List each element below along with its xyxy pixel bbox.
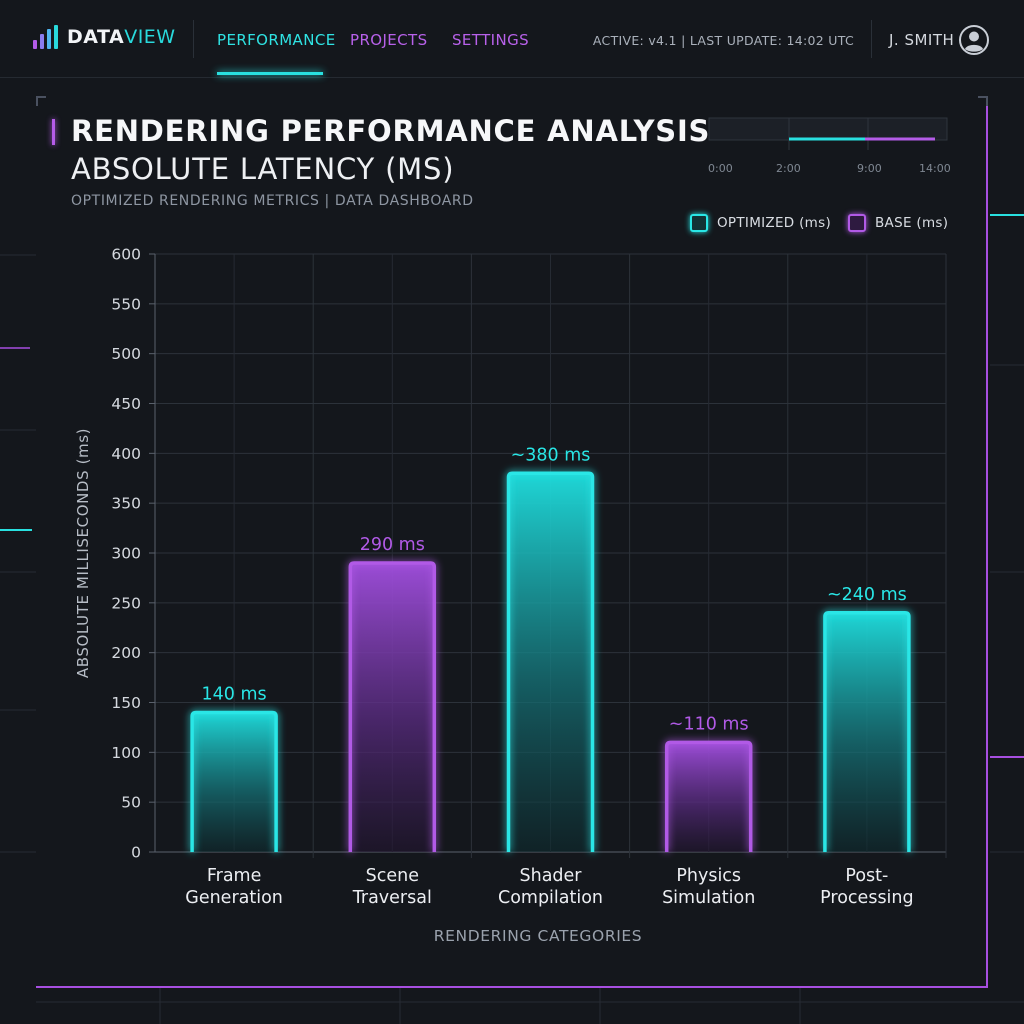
timeline-scrubber[interactable]: 0:00 2:00 9:00 14:00 — [705, 116, 950, 178]
legend-item-base[interactable]: BASE (ms) — [848, 214, 948, 232]
timeline-tick-label: 0:00 — [708, 162, 733, 175]
y-tick-label: 550 — [111, 295, 141, 313]
x-tick-label: Processing — [820, 888, 913, 908]
bar-outline-2 — [506, 471, 595, 852]
y-tick-label: 0 — [131, 844, 141, 862]
x-axis-label: RENDERING CATEGORIES — [434, 927, 642, 945]
panel-corner — [36, 96, 46, 106]
y-tick-label: 300 — [111, 545, 141, 563]
tab-performance[interactable]: PERFORMANCE — [217, 31, 336, 49]
x-tick-label: Physics — [676, 866, 741, 886]
bar-outline-0 — [190, 710, 278, 852]
bar-optimized-4[interactable] — [824, 612, 909, 852]
bar-value-label: ~110 ms — [669, 714, 749, 734]
app-logo[interactable]: DATAVIEW — [33, 25, 176, 49]
timeline-tick-label: 2:00 — [776, 162, 801, 175]
legend-item-optimized[interactable]: OPTIMIZED (ms) — [690, 214, 831, 232]
tab-projects[interactable]: PROJECTS — [350, 31, 428, 49]
legend-swatch-base — [848, 214, 866, 232]
bar-base-3[interactable] — [666, 742, 751, 852]
x-tick-label: Generation — [185, 888, 283, 908]
x-tick-label: Frame — [207, 866, 262, 886]
user-avatar-icon[interactable] — [958, 24, 990, 56]
active-tab-indicator — [217, 72, 323, 75]
nav-divider — [871, 20, 872, 58]
bar-outline-3 — [664, 740, 753, 852]
top-navbar: DATAVIEW PERFORMANCE PROJECTS SETTINGS A… — [0, 0, 1024, 78]
bar-value-label: ~380 ms — [511, 445, 591, 465]
title-accent-bar — [52, 119, 55, 145]
chart-panel — [36, 96, 988, 988]
chart-title: RENDERING PERFORMANCE ANALYSIS — [71, 114, 711, 148]
timeline-tick-label: 14:00 — [919, 162, 950, 175]
x-tick-label: Traversal — [352, 888, 432, 908]
y-tick-label: 50 — [121, 794, 141, 812]
bar-chart-icon — [33, 25, 58, 49]
x-tick-label: Scene — [366, 866, 419, 886]
y-tick-label: 100 — [111, 744, 141, 762]
legend-label-optimized: OPTIMIZED (ms) — [717, 215, 832, 231]
y-axis-label: ABSOLUTE MILLISECONDS (ms) — [74, 428, 92, 678]
bar-value-label: 140 ms — [202, 684, 267, 704]
bar-value-label: 290 ms — [360, 535, 425, 555]
timeline-tick-label: 9:00 — [857, 162, 882, 175]
y-tick-label: 250 — [111, 594, 141, 612]
x-tick-label: Post- — [845, 866, 888, 886]
bar-outline-4 — [823, 611, 911, 852]
bar-optimized-2[interactable] — [508, 473, 593, 852]
y-tick-label: 500 — [111, 345, 141, 363]
legend-swatch-optimized — [690, 214, 708, 232]
nav-divider — [193, 20, 194, 58]
user-name[interactable]: J. SMITH — [889, 31, 955, 49]
bar-base-1[interactable] — [350, 562, 435, 852]
y-tick-label: 400 — [111, 445, 141, 463]
tab-settings[interactable]: SETTINGS — [452, 31, 530, 49]
bar-value-label: ~240 ms — [827, 585, 907, 605]
y-tick-label: 450 — [111, 395, 141, 413]
x-tick-label: Compilation — [498, 888, 603, 908]
panel-corner — [978, 96, 988, 106]
y-tick-label: 200 — [111, 644, 141, 662]
status-text: ACTIVE: v4.1 | LAST UPDATE: 14:02 UTC — [592, 33, 854, 48]
chart-subtitle: ABSOLUTE LATENCY (MS) — [71, 152, 455, 186]
bar-optimized-0[interactable] — [192, 712, 277, 852]
y-tick-label: 600 — [111, 246, 141, 264]
chart-caption: OPTIMIZED RENDERING METRICS | DATA DASHB… — [71, 193, 474, 209]
bar-outline-1 — [348, 561, 437, 852]
legend-label-base: BASE (ms) — [875, 215, 949, 231]
y-tick-label: 350 — [111, 495, 141, 513]
x-tick-label: Simulation — [662, 888, 755, 908]
y-tick-label: 150 — [111, 694, 141, 712]
app-name: DATAVIEW — [67, 26, 176, 48]
x-tick-label: Shader — [520, 866, 583, 886]
